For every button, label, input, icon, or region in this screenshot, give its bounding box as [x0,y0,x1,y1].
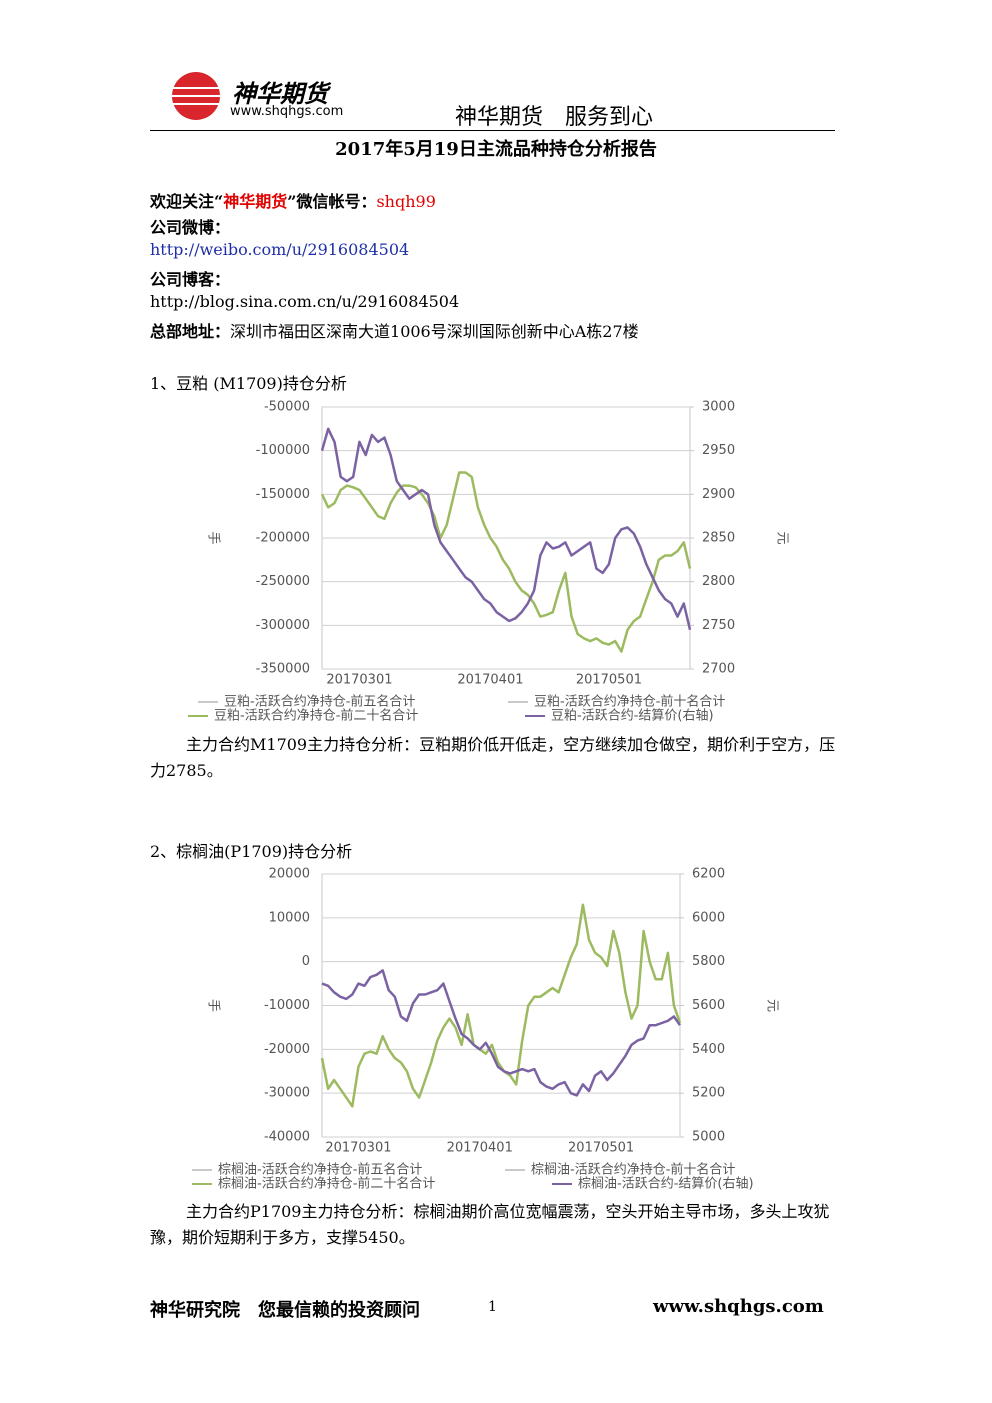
legend-label: 豆粕-活跃合约净持仓-前五名合计 [224,694,415,710]
series-line [321,969,682,1097]
text: shqh99 [376,192,436,211]
logo-icon [168,72,226,120]
footer-left: 神华研究院 您最信赖的投资顾问 [150,1300,420,1321]
series-line [320,427,692,630]
address-line: 总部地址：深圳市福田区深南大道1006号深圳国际创新中心A栋27楼 [150,318,639,342]
y-tick-label: -10000 [264,998,310,1013]
y2-tick-label: 2950 [702,443,735,458]
x-tick-label: 20170501 [576,673,642,688]
y2-tick-label: 6200 [692,867,725,882]
page-number: 1 [488,1299,497,1315]
footer-right: www.shqhgs.com [653,1296,824,1317]
chart: 20000 10000 0 -10000 -20000 -30000 -40000 6200 6… [192,867,780,1192]
y-tick-label: -30000 [264,1086,310,1101]
x-tick-label: 20170301 [325,1141,391,1156]
y-tick-label: -100000 [256,443,310,458]
y-tick-label: -300000 [256,618,310,633]
link[interactable]: http://blog.sina.com.cn/u/2916084504 [150,292,460,311]
legend-label: 豆粕-活跃合约净持仓-前二十名合计 [214,708,418,724]
chart: -50000 -100000 -150000 -200000 -250000 -30000… [188,400,790,724]
y2-tick-label: 2750 [702,618,735,633]
y2-tick-label: 5600 [692,998,725,1013]
section-heading: 2、棕榈油(P1709)持仓分析 [150,842,353,861]
y2-axis-label: 元 [765,999,780,1012]
analysis: 主力合约M1709主力持仓分析：豆粕期价低开低走，空方继续加仓做空，期价利于空方… [150,735,836,780]
text: 欢迎关注“ [150,192,224,211]
legend-label: 棕榈油-活跃合约净持仓-前五名合计 [218,1162,422,1178]
text: 深圳市福田区深南大道1006号深圳国际创新中心A栋27楼 [230,322,639,341]
y-axis-label: 手 [206,999,221,1012]
label: 公司微博： [150,218,231,237]
y2-tick-label: 2800 [702,574,735,589]
y-tick-label: -40000 [264,1130,310,1145]
report-title: 2017年5月19日主流品种持仓分析报告 [335,139,657,160]
label: 公司博客： [150,270,231,289]
text: 神华期货 [223,192,288,211]
y2-tick-label: 2700 [702,662,735,677]
y-tick-label: 10000 [269,910,310,925]
slogan: 神华期货 服务到心 [455,105,654,130]
y2-tick-label: 5000 [692,1130,725,1145]
label: 总部地址： [150,322,231,341]
series-line [320,471,692,653]
y2-axis-label: 元 [775,531,790,544]
x-tick-label: 20170401 [457,673,523,688]
y-tick-label: -20000 [264,1042,310,1057]
y-tick-label: -350000 [256,662,310,677]
legend-label: 棕榈油-活跃合约净持仓-前十名合计 [531,1162,735,1178]
analysis: 主力合约P1709主力持仓分析：棕榈油期价高位宽幅震荡，空头开始主导市场，多头上… [150,1202,830,1247]
y-tick-label: 0 [302,954,310,969]
y2-tick-label: 2850 [702,531,735,546]
y-axis-label: 手 [206,531,221,544]
x-tick-label: 20170301 [326,673,392,688]
series-line [320,903,682,1108]
link[interactable]: http://weibo.com/u/2916084504 [150,240,410,259]
y-tick-label: -150000 [256,487,310,502]
y-tick-label: -50000 [264,400,310,415]
section-heading: 1、豆粕 (M1709)持仓分析 [150,374,347,393]
y2-tick-label: 5800 [692,954,725,969]
y2-tick-label: 2900 [702,487,735,502]
legend-label: 棕榈油-活跃合约-结算价(右轴) [578,1177,754,1192]
wechat-line: 欢迎关注“神华期货”微信帐号：shqh99 [150,188,436,212]
y-tick-label: -250000 [256,574,310,589]
y-tick-label: -200000 [256,531,310,546]
y-tick-label: 20000 [269,867,310,882]
legend-label: 棕榈油-活跃合约净持仓-前二十名合计 [218,1176,435,1192]
x-tick-label: 20170401 [447,1141,513,1156]
y2-tick-label: 6000 [692,910,725,925]
header-rule [150,130,835,131]
legend-label: 豆粕-活跃合约-结算价(右轴) [551,709,714,724]
logo-text: 神华期货 [232,80,328,108]
y2-tick-label: 5400 [692,1042,725,1057]
y2-tick-label: 5200 [692,1086,725,1101]
y2-tick-label: 3000 [702,400,735,415]
text: ”微信帐号： [287,192,377,211]
legend-label: 豆粕-活跃合约净持仓-前十名合计 [534,694,725,710]
x-tick-label: 20170501 [568,1141,634,1156]
logo-site: www.shqhgs.com [230,104,344,119]
